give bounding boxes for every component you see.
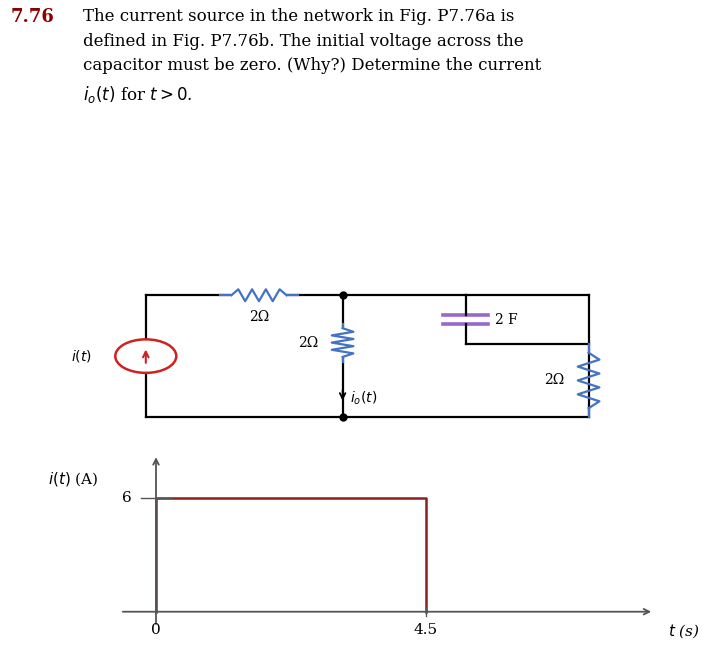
Text: 2Ω: 2Ω <box>544 374 564 387</box>
Text: $i_o(t)$: $i_o(t)$ <box>350 389 377 407</box>
Text: $t$ (s): $t$ (s) <box>668 622 700 640</box>
Text: 6: 6 <box>122 491 132 505</box>
Text: $i(t)$: $i(t)$ <box>71 348 91 364</box>
Text: 7.76: 7.76 <box>11 8 55 26</box>
Text: The current source in the network in Fig. P7.76a is
defined in Fig. P7.76b. The : The current source in the network in Fig… <box>83 8 541 105</box>
Text: $i(t)$ (A): $i(t)$ (A) <box>48 470 99 488</box>
Text: 0: 0 <box>151 623 161 637</box>
Text: (a): (a) <box>356 452 378 466</box>
Text: 2Ω: 2Ω <box>249 310 269 324</box>
Text: 2 F: 2 F <box>495 313 518 326</box>
Text: 4.5: 4.5 <box>414 623 438 637</box>
Text: 2Ω: 2Ω <box>298 336 318 349</box>
